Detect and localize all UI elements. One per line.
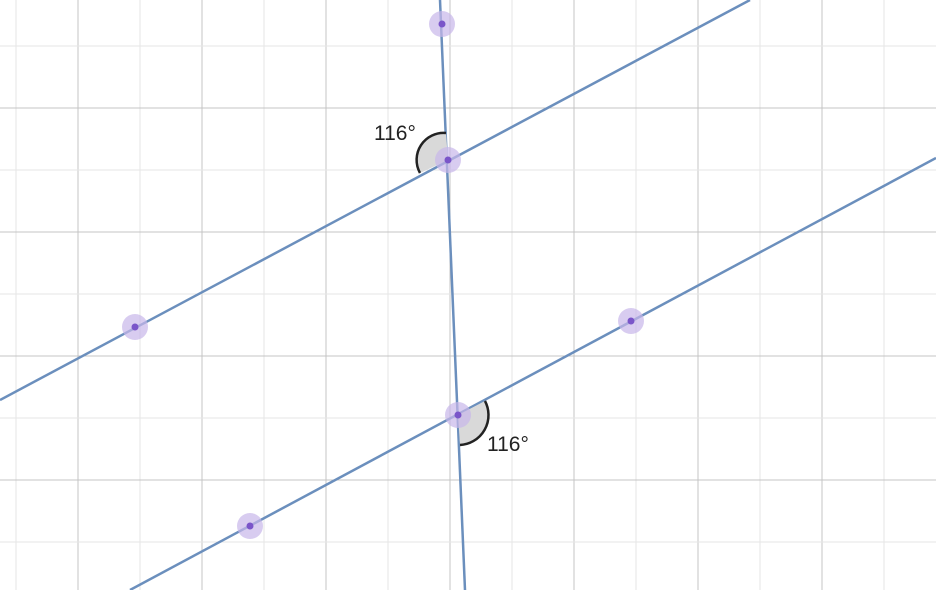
upper-parallel-line[interactable] (0, 0, 751, 402)
point-dot (444, 156, 452, 164)
point-dot (131, 323, 139, 331)
upper-angle-label: 116° (374, 122, 416, 145)
upper-angle-arc (415, 131, 447, 174)
angle-labels: 116° 116° (374, 122, 529, 456)
lower-parallel-line[interactable] (129, 156, 936, 590)
point-dot (246, 522, 254, 530)
point-dot (454, 411, 462, 419)
point-lower-line-left[interactable] (237, 513, 263, 539)
point-upper-intersection[interactable] (435, 147, 461, 173)
point-dot (438, 20, 446, 28)
points (122, 11, 644, 539)
point-upper-line-left[interactable] (122, 314, 148, 340)
point-lower-line-right[interactable] (618, 308, 644, 334)
point-dot (627, 317, 635, 325)
lower-angle-label: 116° (487, 433, 529, 456)
lower-angle-arc (459, 400, 490, 447)
point-lower-intersection[interactable] (445, 402, 471, 428)
point-transversal-top[interactable] (429, 11, 455, 37)
transversal-line[interactable] (438, 0, 467, 590)
